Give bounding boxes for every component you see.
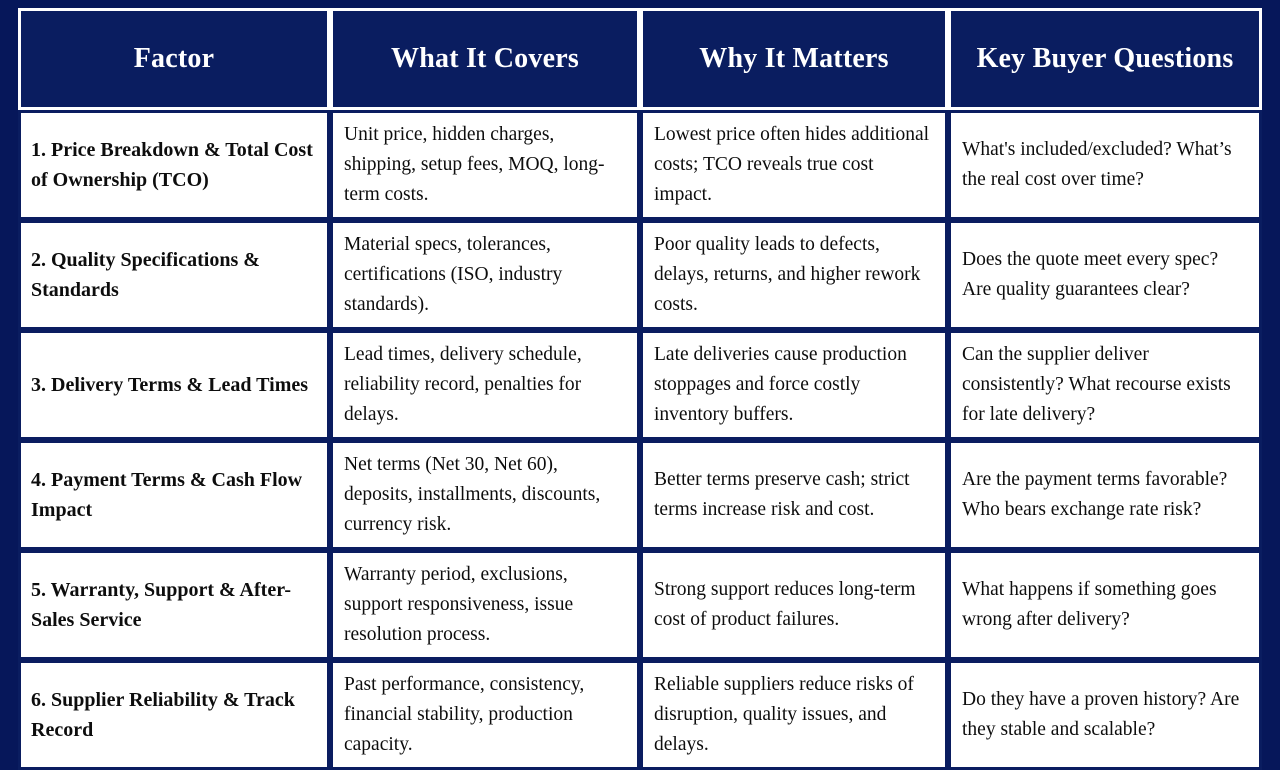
cell-key-buyer-questions: What's included/excluded? What’s the rea… — [948, 110, 1262, 220]
cell-why-it-matters: Reliable suppliers reduce risks of disru… — [640, 660, 948, 770]
cell-what-it-covers: Lead times, delivery schedule, reliabili… — [330, 330, 640, 440]
cell-what-it-covers: Net terms (Net 30, Net 60), deposits, in… — [330, 440, 640, 550]
cell-what-it-covers: Past performance, consistency, financial… — [330, 660, 640, 770]
column-header-key-buyer-questions: Key Buyer Questions — [948, 8, 1262, 110]
cell-what-it-covers: Unit price, hidden charges, shipping, se… — [330, 110, 640, 220]
slide-canvas: Factor What It Covers Why It Matters Key… — [18, 8, 1262, 770]
header-row: Factor What It Covers Why It Matters Key… — [18, 8, 1262, 110]
factors-table-container: Factor What It Covers Why It Matters Key… — [18, 8, 1262, 770]
table-row: 5. Warranty, Support & After-Sales Servi… — [18, 550, 1262, 660]
table-row: 1. Price Breakdown & Total Cost of Owner… — [18, 110, 1262, 220]
cell-factor: 1. Price Breakdown & Total Cost of Owner… — [18, 110, 330, 220]
cell-key-buyer-questions: What happens if something goes wrong aft… — [948, 550, 1262, 660]
cell-what-it-covers: Warranty period, exclusions, support res… — [330, 550, 640, 660]
cell-factor: 4. Payment Terms & Cash Flow Impact — [18, 440, 330, 550]
cell-factor: 5. Warranty, Support & After-Sales Servi… — [18, 550, 330, 660]
cell-key-buyer-questions: Does the quote meet every spec? Are qual… — [948, 220, 1262, 330]
table-body: 1. Price Breakdown & Total Cost of Owner… — [18, 110, 1262, 770]
cell-key-buyer-questions: Do they have a proven history? Are they … — [948, 660, 1262, 770]
supplier-evaluation-table: Factor What It Covers Why It Matters Key… — [18, 8, 1262, 770]
table-row: 4. Payment Terms & Cash Flow Impact Net … — [18, 440, 1262, 550]
cell-factor: 2. Quality Specifications & Standards — [18, 220, 330, 330]
column-header-factor: Factor — [18, 8, 330, 110]
table-header: Factor What It Covers Why It Matters Key… — [18, 8, 1262, 110]
cell-factor: 6. Supplier Reliability & Track Record — [18, 660, 330, 770]
column-header-what-it-covers: What It Covers — [330, 8, 640, 110]
cell-key-buyer-questions: Can the supplier deliver consistently? W… — [948, 330, 1262, 440]
cell-key-buyer-questions: Are the payment terms favorable? Who bea… — [948, 440, 1262, 550]
column-header-why-it-matters: Why It Matters — [640, 8, 948, 110]
table-row: 2. Quality Specifications & Standards Ma… — [18, 220, 1262, 330]
table-row: 6. Supplier Reliability & Track Record P… — [18, 660, 1262, 770]
cell-factor: 3. Delivery Terms & Lead Times — [18, 330, 330, 440]
cell-why-it-matters: Poor quality leads to defects, delays, r… — [640, 220, 948, 330]
cell-what-it-covers: Material specs, tolerances, certificatio… — [330, 220, 640, 330]
table-row: 3. Delivery Terms & Lead Times Lead time… — [18, 330, 1262, 440]
cell-why-it-matters: Strong support reduces long-term cost of… — [640, 550, 948, 660]
cell-why-it-matters: Better terms preserve cash; strict terms… — [640, 440, 948, 550]
cell-why-it-matters: Late deliveries cause production stoppag… — [640, 330, 948, 440]
cell-why-it-matters: Lowest price often hides additional cost… — [640, 110, 948, 220]
